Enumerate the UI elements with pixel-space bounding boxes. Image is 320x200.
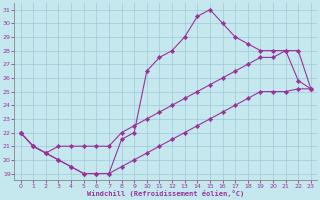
X-axis label: Windchill (Refroidissement éolien,°C): Windchill (Refroidissement éolien,°C) [87,190,244,197]
